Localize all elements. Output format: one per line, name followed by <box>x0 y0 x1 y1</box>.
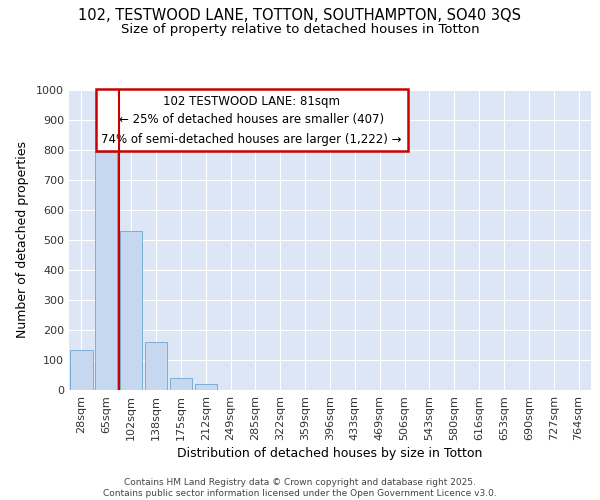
Text: 102, TESTWOOD LANE, TOTTON, SOUTHAMPTON, SO40 3QS: 102, TESTWOOD LANE, TOTTON, SOUTHAMPTON,… <box>79 8 521 22</box>
Bar <box>120 231 142 390</box>
Bar <box>95 152 118 390</box>
Bar <box>194 384 217 390</box>
Text: 102 TESTWOOD LANE: 81sqm
← 25% of detached houses are smaller (407)
74% of semi-: 102 TESTWOOD LANE: 81sqm ← 25% of detach… <box>101 94 402 146</box>
Text: Size of property relative to detached houses in Totton: Size of property relative to detached ho… <box>121 22 479 36</box>
Y-axis label: Number of detached properties: Number of detached properties <box>16 142 29 338</box>
Bar <box>170 378 192 390</box>
Bar <box>145 342 167 390</box>
Text: Contains HM Land Registry data © Crown copyright and database right 2025.
Contai: Contains HM Land Registry data © Crown c… <box>103 478 497 498</box>
X-axis label: Distribution of detached houses by size in Totton: Distribution of detached houses by size … <box>178 447 482 460</box>
Bar <box>70 350 92 390</box>
